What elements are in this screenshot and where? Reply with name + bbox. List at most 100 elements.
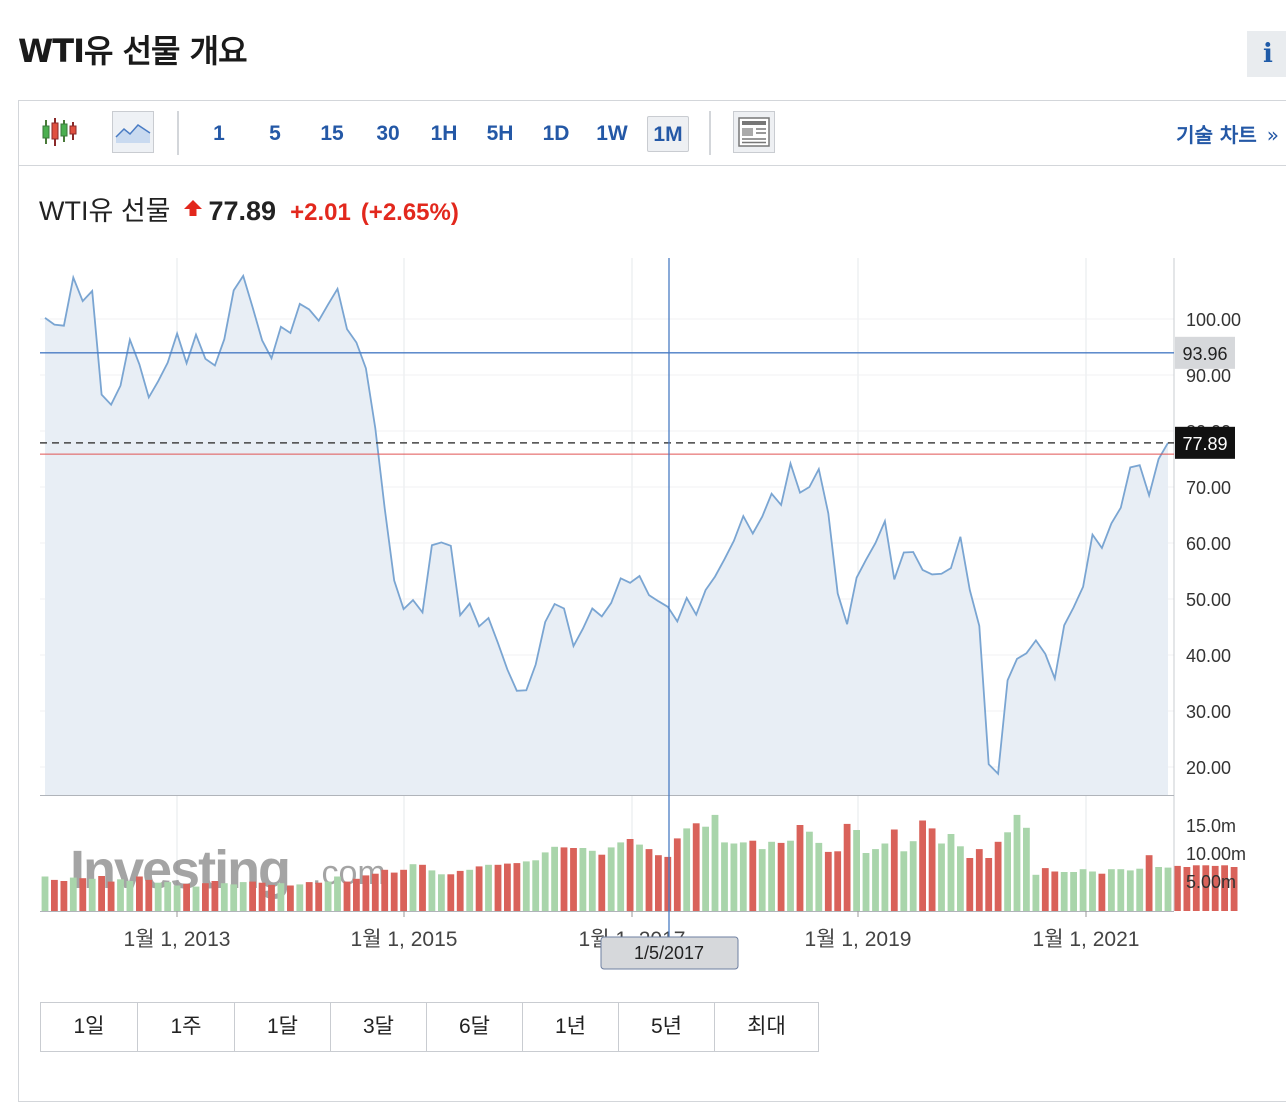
volume-bar (730, 843, 738, 911)
volume-bar (664, 856, 672, 911)
timeframe-5[interactable]: 5 (269, 122, 281, 145)
volume-bar (220, 883, 228, 911)
volume-bar (154, 882, 162, 911)
range-button-1y[interactable]: 1년 (522, 1003, 618, 1051)
timeframe-1[interactable]: 1 (213, 122, 225, 145)
y-tick-label: 60.00 (1186, 534, 1231, 554)
volume-bar (145, 879, 153, 911)
volume-bar (1211, 865, 1219, 911)
volume-bar (1089, 871, 1096, 911)
volume-bar (1136, 868, 1144, 911)
volume-bar (711, 814, 719, 911)
volume-bar (673, 838, 681, 911)
volume-bar (79, 878, 87, 911)
news-layout-icon[interactable] (733, 111, 775, 153)
range-button-1d[interactable]: 1일 (41, 1003, 137, 1051)
volume-bar (305, 882, 313, 911)
volume-bar (343, 881, 351, 911)
toolbar-divider (709, 111, 711, 155)
volume-bar (966, 858, 974, 911)
area-chart-icon[interactable] (112, 111, 154, 153)
volume-bar (815, 842, 823, 911)
volume-bar (796, 825, 804, 911)
crosshair-date-tag (600, 936, 739, 970)
volume-bar (768, 841, 775, 911)
volume-bar (164, 882, 172, 911)
volume-bar (758, 849, 766, 911)
x-tick-label: 1월 1, 2013 (124, 928, 231, 951)
volume-bar (230, 884, 238, 911)
volume-bar (1174, 865, 1181, 911)
volume-bar (324, 881, 332, 911)
timeframe-15[interactable]: 15 (320, 122, 344, 145)
volume-bar (1032, 874, 1040, 911)
volume-bar (466, 869, 474, 911)
volume-bar (806, 831, 813, 911)
timeframe-1h[interactable]: 1H (430, 122, 458, 145)
timeframe-30[interactable]: 30 (376, 122, 400, 145)
volume-bar (928, 828, 936, 911)
volume-bar (371, 873, 379, 911)
range-button-3mo[interactable]: 3달 (330, 1003, 426, 1051)
volume-bar (1098, 873, 1106, 911)
quote-header: WTI유 선물 77.89 +2.01 (+2.65%) (39, 189, 459, 228)
candlestick-icon[interactable] (38, 111, 80, 153)
volume-bar (202, 883, 209, 911)
volume-bar (1230, 867, 1238, 911)
volume-bar (258, 882, 266, 911)
timeframe-1m[interactable]: 1M (647, 116, 689, 152)
x-tick-label: 1월 1, 2021 (1033, 928, 1140, 951)
volume-bar (1051, 871, 1059, 911)
range-button-max[interactable]: 최대 (714, 1003, 818, 1051)
y-tick-label: 70.00 (1186, 478, 1231, 498)
timeframe-1d[interactable]: 1D (542, 122, 570, 145)
last-price-label: 77.89 (1182, 434, 1227, 454)
volume-bar (1221, 865, 1228, 911)
volume-bar (249, 881, 256, 911)
volume-bar (192, 886, 200, 911)
instrument-name: WTI유 선물 (39, 196, 171, 226)
volume-bar (88, 878, 96, 911)
timeframe-1w[interactable]: 1W (596, 122, 628, 145)
volume-bar (41, 876, 49, 911)
volume-bar (777, 842, 785, 911)
volume-bar (938, 843, 945, 911)
technical-chart-link[interactable]: 기술 차트 » (1176, 119, 1279, 148)
volume-bar (985, 858, 993, 911)
volume-bar (541, 852, 549, 911)
volume-bar (692, 823, 700, 911)
volume-bar (117, 879, 124, 911)
y-tick-label: 100.00 (1186, 310, 1241, 330)
volume-bar (853, 830, 860, 911)
timeframe-5h[interactable]: 5H (486, 122, 514, 145)
range-button-1w[interactable]: 1주 (137, 1003, 234, 1051)
volume-bar (607, 847, 615, 911)
technical-chart-label: 기술 차트 (1176, 123, 1257, 147)
y-tick-label: 90.00 (1186, 366, 1231, 386)
volume-bar (69, 877, 77, 911)
volume-bar (947, 834, 955, 911)
volume-bar (1117, 869, 1125, 911)
volume-bar (1126, 870, 1134, 911)
range-button-6mo[interactable]: 6달 (426, 1003, 522, 1051)
volume-bar (532, 860, 540, 911)
crosshair-date-label: 1/5/2017 (634, 943, 704, 963)
volume-bar (570, 848, 577, 911)
chart-widget: 1 5 15 30 1H 5H 1D 1W 1M 기술 차트 » WTI유 선물 7… (18, 100, 1286, 1102)
range-button-5y[interactable]: 5년 (618, 1003, 714, 1051)
volume-bar (900, 851, 908, 911)
crosshair-price-tag (1175, 336, 1235, 369)
volume-bar (655, 855, 662, 911)
price-line (44, 273, 1169, 776)
volume-tick-label: 15.0m (1186, 816, 1236, 836)
volume-bar (1202, 865, 1210, 911)
volume-bar (239, 882, 247, 911)
double-chevron-right-icon: » (1266, 123, 1279, 147)
info-button[interactable]: i (1247, 31, 1286, 77)
range-button-1mo[interactable]: 1달 (234, 1003, 330, 1051)
volume-bar (909, 841, 917, 911)
volume-bar (890, 829, 898, 911)
price-chart[interactable]: Investing.com100.0090.0080.0070.0060.005… (0, 0, 1286, 1000)
volume-tick-label: 5.00m (1186, 872, 1236, 892)
volume-bar (702, 826, 709, 911)
